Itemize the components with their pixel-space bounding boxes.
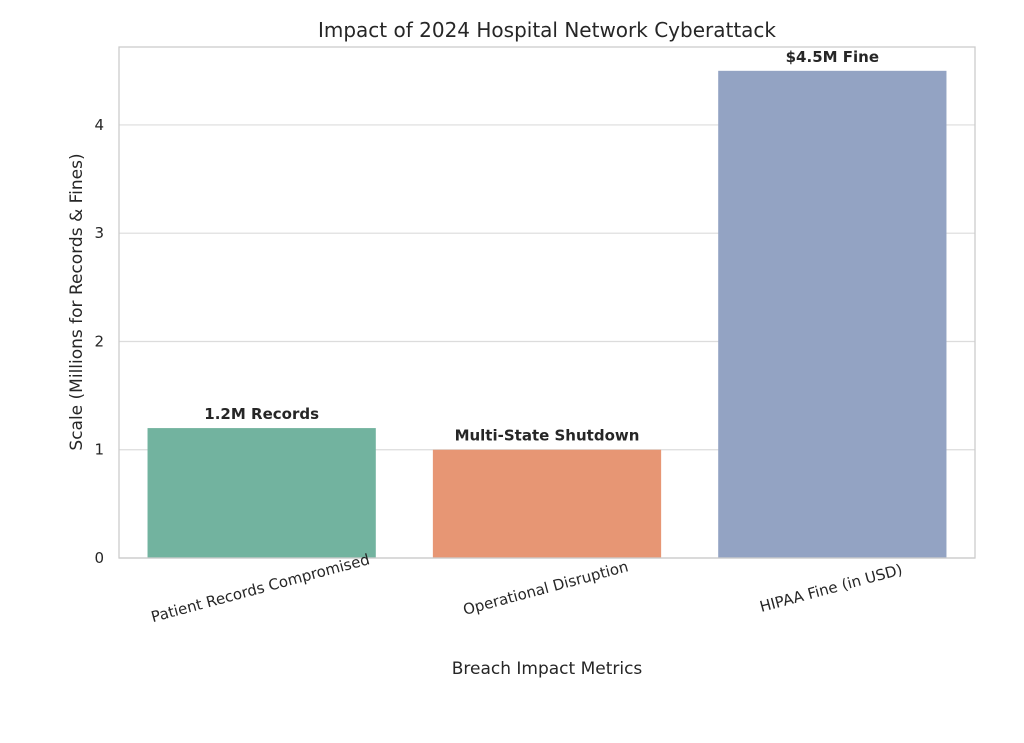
y-tick-label: 1 bbox=[94, 441, 104, 459]
x-axis-label: Breach Impact Metrics bbox=[452, 659, 643, 679]
y-tick-label: 0 bbox=[94, 549, 104, 567]
y-tick-label: 2 bbox=[94, 332, 104, 350]
bar-value-label: 1.2M Records bbox=[204, 405, 319, 423]
y-tick-label: 3 bbox=[94, 224, 104, 242]
bar bbox=[718, 70, 947, 558]
bars bbox=[147, 70, 947, 558]
y-tick-label: 4 bbox=[94, 116, 104, 134]
y-axis-label: Scale (Millions for Records & Fines) bbox=[67, 153, 87, 450]
bar-value-label: Multi-State Shutdown bbox=[455, 427, 640, 445]
bar-labels: 1.2M Records Multi-State Shutdown $4.5M Fi… bbox=[204, 48, 879, 445]
chart-title: Impact of 2024 Hospital Network Cyberatt… bbox=[318, 18, 776, 42]
plot-frame bbox=[118, 46, 976, 559]
y-tick-labels: 0 1 2 3 4 bbox=[94, 116, 104, 567]
bar bbox=[147, 428, 376, 558]
bar-value-label: $4.5M Fine bbox=[786, 48, 879, 66]
bar bbox=[432, 449, 662, 558]
